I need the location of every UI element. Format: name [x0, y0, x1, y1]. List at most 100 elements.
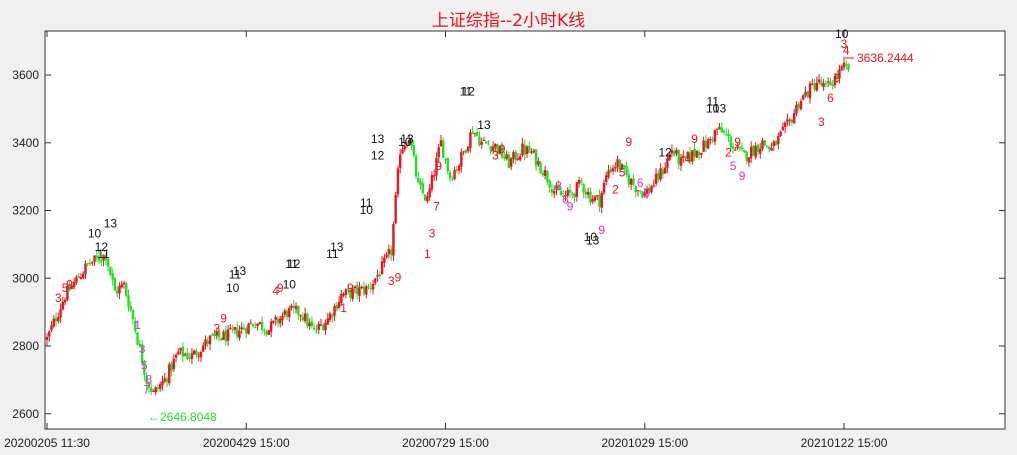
candle-body: [521, 143, 524, 156]
candle-body: [688, 152, 692, 162]
count-label-black: 10: [226, 281, 240, 295]
candle-body: [761, 140, 764, 149]
candle-body: [661, 169, 665, 175]
count-label-red: 6: [827, 91, 834, 105]
count-label-magenta: 3: [139, 342, 146, 356]
candle-body: [620, 164, 624, 170]
candle-body: [122, 282, 126, 285]
high-value-label: 3636.2444: [857, 51, 914, 65]
candle-body: [104, 255, 108, 261]
candle-body: [340, 293, 343, 303]
candle-body: [754, 145, 757, 158]
count-label-red: 3: [429, 227, 436, 241]
count-label-magenta: 8: [146, 372, 153, 386]
count-label-red: 2: [725, 145, 732, 159]
candle-body: [645, 188, 649, 194]
candle-body: [276, 318, 280, 324]
candle-body: [297, 305, 300, 315]
candle-body: [394, 194, 397, 224]
candle-body: [163, 378, 166, 382]
candle-body: [672, 150, 676, 155]
candle-body: [233, 326, 237, 330]
candle-body: [625, 166, 628, 175]
count-label-black: 13: [586, 233, 600, 247]
candle-body: [668, 153, 671, 160]
count-label-black: 10: [584, 230, 598, 244]
candle-body: [54, 317, 58, 322]
candle-body: [86, 262, 89, 264]
candle-body: [442, 140, 445, 158]
count-label-red: 9: [499, 142, 506, 156]
count-label-red: 9: [66, 277, 73, 291]
candle-body: [392, 224, 395, 256]
count-label-red: 3: [213, 321, 220, 335]
candle-body: [95, 255, 99, 258]
candle-body: [421, 183, 425, 194]
candle-body: [281, 315, 284, 321]
candle-body: [211, 334, 214, 336]
candle-body: [159, 384, 162, 390]
candle-body: [471, 131, 474, 134]
candle-body: [627, 174, 631, 185]
candle-body: [306, 313, 309, 327]
candle-body: [489, 146, 492, 152]
candle-body: [344, 289, 348, 295]
candle-body: [808, 83, 812, 99]
candle-body: [383, 257, 386, 263]
y-tick-label: 3000: [12, 271, 39, 285]
candle-body: [469, 132, 472, 148]
candle-body: [543, 169, 547, 176]
candle-body: [50, 325, 53, 331]
candle-body: [482, 140, 486, 142]
count-label-black: 11: [229, 267, 242, 281]
candle-body: [663, 167, 667, 174]
candle-body: [77, 275, 80, 279]
count-label-black: 10: [360, 203, 374, 217]
candle-body: [202, 345, 205, 352]
candle-body: [342, 293, 345, 296]
count-label-red: 3: [492, 149, 499, 163]
count-label-red: 9: [626, 135, 633, 149]
candle-body: [516, 158, 520, 160]
count-label-black: 13: [477, 118, 491, 132]
candle-body: [795, 104, 798, 114]
candle-body: [426, 196, 429, 202]
candle-body: [711, 139, 714, 141]
candle-body: [736, 146, 739, 149]
candle-body: [72, 281, 76, 287]
candle-body: [500, 144, 504, 158]
candle-body: [593, 196, 597, 201]
candle-body: [403, 145, 406, 150]
candle-body: [772, 141, 776, 147]
candle-body: [537, 160, 540, 165]
candle-body: [217, 331, 221, 338]
candle-body: [174, 355, 178, 358]
count-label-black: 11: [326, 247, 339, 261]
count-label-black: 12: [287, 257, 301, 271]
candle-body: [378, 274, 382, 276]
candle-body: [729, 136, 732, 148]
candle-body: [684, 156, 687, 158]
candle-body: [328, 313, 332, 321]
candle-body: [152, 390, 155, 392]
candle-body: [580, 180, 583, 183]
candle-body: [140, 345, 144, 364]
candle-body: [559, 191, 563, 196]
candle-body: [240, 327, 243, 330]
candle-body: [335, 304, 339, 309]
count-label-black: 13: [713, 101, 727, 115]
candle-body: [614, 167, 617, 169]
candle-body: [206, 340, 209, 344]
candle-body: [519, 156, 522, 160]
candle-body: [847, 63, 850, 71]
count-label-red: 1: [340, 301, 347, 315]
candle-body: [632, 178, 635, 185]
candle-body: [589, 191, 592, 203]
candle-body: [546, 171, 549, 182]
candle-body: [369, 287, 372, 289]
candle-body: [682, 155, 685, 159]
candle-body: [68, 284, 71, 290]
y-tick-label: 3200: [12, 204, 39, 218]
candle-body: [412, 145, 416, 156]
